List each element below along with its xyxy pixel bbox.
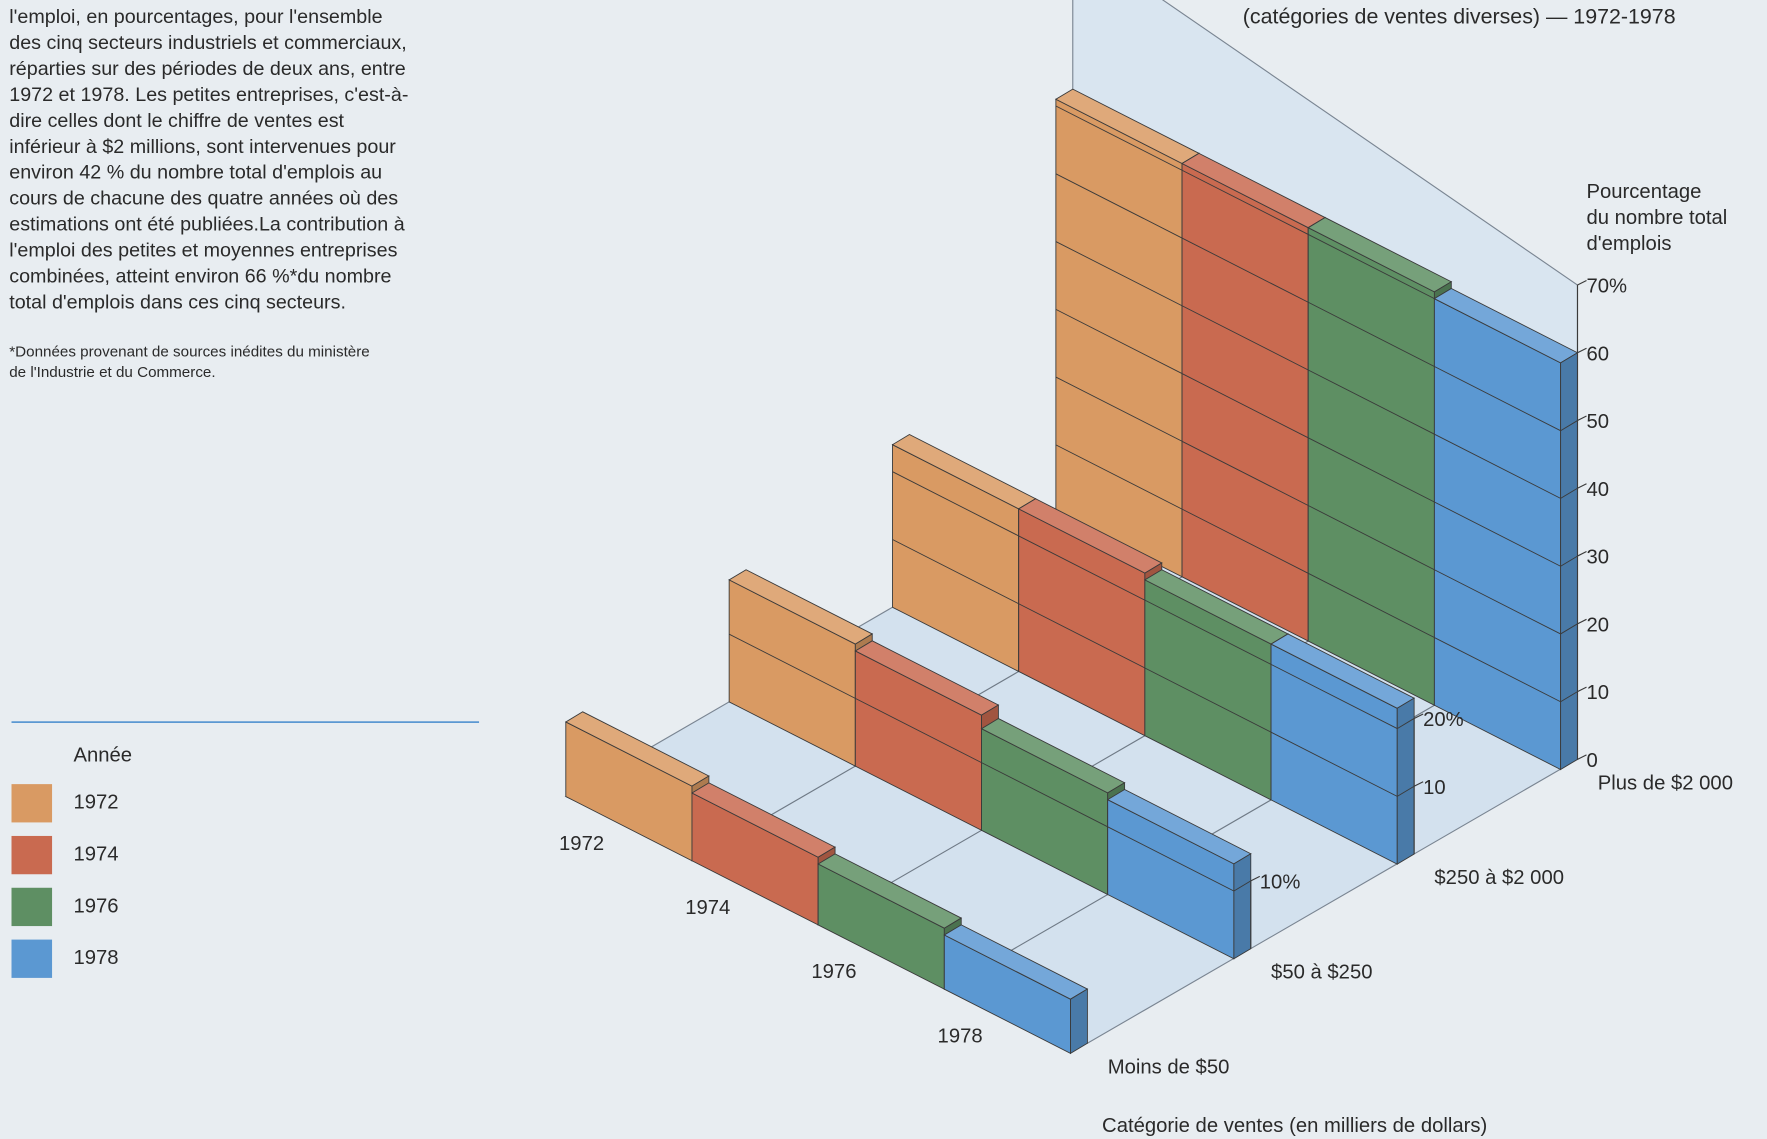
series-label: 1976 <box>811 961 856 983</box>
y-tick-label: 10 <box>1423 777 1446 799</box>
tick-mark <box>1413 713 1424 719</box>
body-text: environ 42 % du nombre total d'emplois a… <box>9 162 382 184</box>
y-tick-label: 20% <box>1423 709 1464 731</box>
grid-line <box>1434 433 1578 499</box>
category-label: Moins de $50 <box>1108 1056 1230 1078</box>
body-text: dire celles dont le chiffre de ventes es… <box>9 110 344 132</box>
grid-line <box>1434 637 1578 703</box>
bar-front <box>1055 98 1183 578</box>
y-tick-label: 10% <box>1260 871 1301 893</box>
y-tick-label: 60 <box>1587 343 1610 365</box>
bar-front <box>1307 226 1435 706</box>
grid-line <box>1434 501 1578 567</box>
body-text: l'emploi des petites et moyennes entrepr… <box>9 239 397 261</box>
body-text: l'emploi, en pourcentages, pour l'ensemb… <box>9 6 382 28</box>
legend-swatch <box>11 835 53 875</box>
bar <box>1054 88 1200 578</box>
y-axis-label: Pourcentage <box>1587 181 1702 203</box>
footnote: de l'Industrie et du Commerce. <box>9 364 215 381</box>
body-text: inférieur à $2 millions, sont intervenue… <box>9 136 396 158</box>
bar <box>943 924 1089 1055</box>
legend-swatch <box>11 939 53 978</box>
legend-label: 1978 <box>73 947 118 969</box>
legend-title: Année <box>73 744 132 766</box>
x-axis-label: Catégorie de ventes (en milliers de doll… <box>1102 1115 1487 1137</box>
body-text: cours de chacune des quatre années où de… <box>9 188 398 210</box>
y-tick-label: 0 <box>1587 750 1598 772</box>
category-label: $250 à $2 000 <box>1434 867 1564 889</box>
grid-line <box>1270 731 1415 797</box>
body-text: des cinq secteurs industriels et commerc… <box>9 32 407 54</box>
series-label: 1972 <box>559 833 604 855</box>
y-axis-label: d'emplois <box>1587 233 1672 255</box>
grid-line <box>1434 569 1578 635</box>
bar-front <box>1181 162 1309 642</box>
bar <box>1106 789 1252 960</box>
y-tick-label: 30 <box>1587 547 1610 569</box>
y-tick-label: 70% <box>1587 276 1628 298</box>
y-tick-label: 50 <box>1587 411 1610 433</box>
body-text: 1972 et 1978. Les petites entreprises, c… <box>9 84 408 106</box>
tick-mark <box>1577 618 1587 625</box>
category-label: $50 à $250 <box>1271 962 1372 984</box>
category-label: Plus de $2 000 <box>1598 772 1733 794</box>
bar-side <box>1233 852 1252 960</box>
legend-label: 1976 <box>73 895 118 917</box>
y-tick-label: 40 <box>1587 479 1610 501</box>
tick-mark <box>1577 347 1587 354</box>
tick-mark <box>1577 483 1587 489</box>
tick-mark <box>1577 551 1587 557</box>
tick-mark <box>1577 686 1587 693</box>
legend-label: 1974 <box>73 843 118 865</box>
body-text: combinées, atteint environ 66 %*du nombr… <box>9 265 391 287</box>
body-text: total d'emplois dans ces cinq secteurs. <box>9 291 346 313</box>
series-label: 1974 <box>685 897 730 919</box>
legend-swatch <box>11 784 53 823</box>
bar <box>1307 217 1453 707</box>
bar <box>1181 152 1327 642</box>
grid-line <box>1270 663 1415 730</box>
bar-side <box>1396 697 1415 865</box>
tick-mark <box>1413 781 1424 787</box>
series-label: 1978 <box>938 1025 983 1047</box>
y-tick-label: 10 <box>1587 682 1610 704</box>
chart-title: (catégories de ventes diverses) — 1972-1… <box>1243 5 1676 29</box>
tick-mark <box>1250 875 1261 882</box>
bar-side <box>1070 988 1088 1055</box>
legend-label: 1972 <box>73 792 118 814</box>
footnote: *Données provenant de sources inédites d… <box>9 344 370 361</box>
tick-mark <box>1577 280 1587 286</box>
y-axis-label: du nombre total <box>1587 207 1728 229</box>
bar <box>1270 633 1416 865</box>
grid-line <box>1434 366 1578 432</box>
tick-mark <box>1577 754 1587 760</box>
legend-swatch <box>11 887 53 927</box>
bar <box>1433 288 1579 771</box>
body-text: réparties sur des périodes de deux ans, … <box>9 58 406 80</box>
body-text: estimations ont été publiées.La contribu… <box>9 214 404 236</box>
grid-line <box>1107 826 1252 892</box>
tick-mark <box>1577 415 1587 422</box>
y-tick-label: 20 <box>1587 614 1610 636</box>
